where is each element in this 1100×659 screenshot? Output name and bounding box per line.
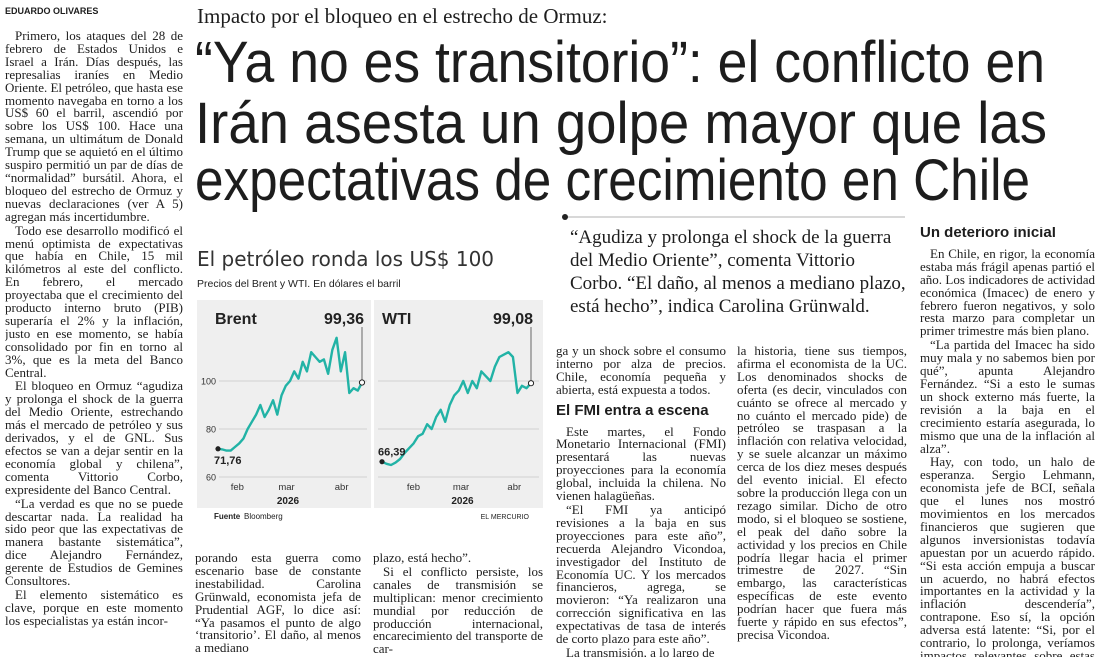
y-tick-label: 100 xyxy=(201,377,216,387)
series-name: Brent xyxy=(215,311,257,328)
paragraph: “El FMI ya anticipó revisiones a la baja… xyxy=(556,501,726,647)
text-column: ga y un shock sobre el consumo interno p… xyxy=(556,345,726,657)
series-name: WTI xyxy=(382,311,411,328)
paragraph: porando esta guerra como escenario base … xyxy=(195,552,361,656)
paragraph: Primero, los ataques del 28 de febrero d… xyxy=(5,30,183,224)
subheading: Un deterioro inicial xyxy=(920,227,1056,241)
chart-subtitle: Precios del Brent y WTI. En dólares el b… xyxy=(197,278,401,290)
headline-line: “Ya no es transitorio”: el conflicto en xyxy=(195,30,1045,95)
credit: EL MERCURIO xyxy=(481,514,530,521)
paragraph: En Chile, en rigor, la economía estaba m… xyxy=(920,245,1095,339)
byline: EDUARDO OLIVARES xyxy=(5,6,99,16)
end-label: 99,08 xyxy=(493,311,533,328)
paragraph: El bloqueo en Ormuz “agudiza y prolonga … xyxy=(5,378,183,497)
year-label: 2026 xyxy=(277,496,300,507)
paragraph: El elemento sistemático es clave, porque… xyxy=(5,586,183,628)
text-column: Primero, los ataques del 28 de febrero d… xyxy=(5,30,183,656)
y-tick-label: 60 xyxy=(206,473,216,483)
price-line xyxy=(381,351,532,467)
x-tick-label: mar xyxy=(453,482,469,493)
text-column: la historia, tiene sus tiempos, afirma e… xyxy=(737,345,907,657)
headline-line: Irán asesta un golpe mayor que las xyxy=(195,91,1047,156)
paragraph: ga y un shock sobre el consumo interno p… xyxy=(556,345,726,397)
text-column: Un deterioro inicial En Chile, en rigor, … xyxy=(920,227,1095,657)
paragraph: La transmisión, a lo largo de xyxy=(566,644,715,657)
paragraph: “La partida del Imacec ha sido muy mala … xyxy=(920,337,1095,456)
x-tick-label: mar xyxy=(278,482,294,493)
panel-background xyxy=(374,300,543,508)
start-label: 71,76 xyxy=(214,455,242,467)
end-label: 99,36 xyxy=(324,311,364,328)
paragraph: Si el conflicto persiste, los canales de… xyxy=(373,563,543,657)
panel-background xyxy=(197,300,371,508)
x-tick-label: abr xyxy=(507,482,521,493)
paragraph: Todo ese desarrollo modificó el menú opt… xyxy=(5,222,183,380)
paragraph: Este martes, el Fondo Monetario Internac… xyxy=(556,423,726,504)
year-label: 2026 xyxy=(451,496,474,507)
source-label: Fuente xyxy=(214,512,241,521)
subheading: El FMI entra a escena xyxy=(556,401,709,419)
x-tick-label: feb xyxy=(407,482,420,493)
text-column: plazo, está hecho”. Si el conflicto persi… xyxy=(373,552,543,657)
start-label: 66,39 xyxy=(378,447,406,459)
paragraph: la historia, tiene sus tiempos, afirma e… xyxy=(737,345,907,642)
quote-dot xyxy=(562,214,568,220)
paragraph: “La verdad es que no se puede descartar … xyxy=(5,495,183,589)
headline-line: expectativas de crecimiento en Chile xyxy=(195,148,1030,213)
pull-quote: “Agudiza y prolonga el shock de la guerr… xyxy=(570,227,906,317)
start-point xyxy=(215,446,221,452)
price-line xyxy=(217,336,364,452)
paragraph: Hay, con todo, un halo de esperanza. Ser… xyxy=(920,454,1095,657)
kicker: Impacto por el bloqueo en el estrecho de… xyxy=(197,4,608,28)
text-column: porando esta guerra como escenario base … xyxy=(195,552,361,657)
chart-title: El petróleo ronda los US$ 100 xyxy=(197,247,494,271)
end-point xyxy=(527,380,535,387)
y-tick-label: 80 xyxy=(206,425,216,435)
end-point xyxy=(358,379,366,386)
x-tick-label: abr xyxy=(335,482,349,493)
paragraph: plazo, está hecho”. xyxy=(373,552,472,565)
x-tick-label: feb xyxy=(231,482,244,493)
start-point xyxy=(379,459,385,465)
source: Bloomberg xyxy=(244,512,283,521)
